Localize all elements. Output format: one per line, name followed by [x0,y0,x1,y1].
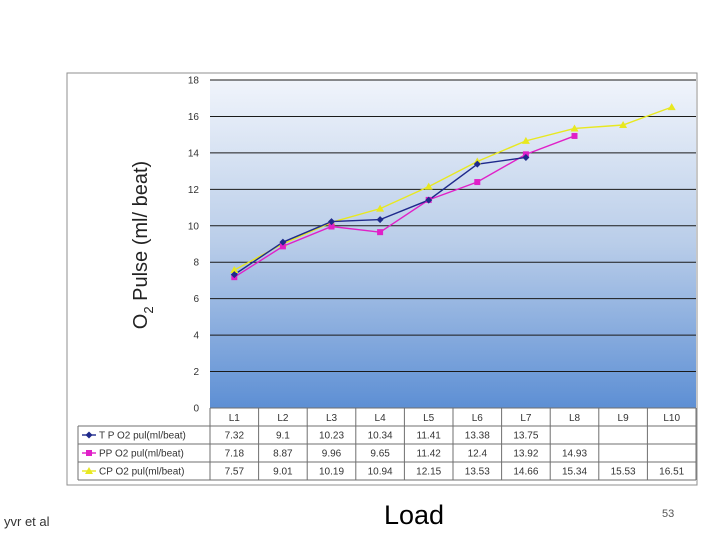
author-credit: yvr et al [4,514,50,529]
legend-entry: PP O2 pul(ml/beat) [99,449,184,460]
y-tick-label: 18 [188,76,200,87]
data-point-s0-L2 [279,238,287,246]
data-point-s2-L9 [619,121,628,129]
x-category-label: L5 [423,413,435,424]
x-category-label: L10 [663,413,680,424]
data-label: 14.66 [513,467,538,478]
data-label: 8.87 [273,449,293,460]
y-tick-label: 2 [193,367,199,378]
data-point-s1-L3 [328,223,335,230]
data-label: 13.38 [465,431,490,442]
data-point-s1-L6 [474,179,481,186]
x-category-label: L6 [472,413,484,424]
data-label: 14.93 [562,449,587,460]
data-label: 9.01 [273,467,293,478]
y-tick-label: 16 [188,112,200,123]
y-tick-label: 6 [193,294,199,305]
x-category-label: L2 [277,413,289,424]
data-point-s0-L7 [522,153,530,161]
data-point-s2-L5 [424,182,433,190]
page-number: 53 [662,508,675,520]
data-point-s1-L2 [279,243,286,250]
data-point-s0-L4 [376,216,384,224]
data-label: 11.41 [417,431,442,442]
legend-key-marker-1 [86,450,92,456]
gridlines [210,79,696,373]
legend-key-marker-0 [85,431,93,439]
y-axis-title-rest: Pulse (ml/ beat) [130,161,152,307]
data-point-s0-L1 [230,271,238,279]
data-label: 15.53 [611,467,636,478]
data-label: 12.4 [468,449,488,460]
legend-entry: T P O2 pul(ml/beat) [99,431,186,442]
legend-entry: CP O2 pul(ml/beat) [99,467,184,478]
y-tick-labels: 0 2 4 6 8 10 12 14 16 18 [188,76,200,415]
data-label: 9.65 [370,449,390,460]
data-point-s2-L1 [230,266,239,274]
y-tick-label: 8 [193,258,199,269]
y-tick-label: 10 [188,221,200,232]
y-axis-title-main: O [130,314,152,330]
data-label: 15.34 [562,467,587,478]
y-tick-label: 14 [188,148,200,159]
data-point-s2-L7 [521,136,530,144]
data-label: 16.51 [659,467,684,478]
data-point-s2-L10 [667,103,676,111]
data-label: 9.96 [322,449,342,460]
data-label: 13.75 [513,431,538,442]
data-point-s0-L5 [425,196,433,204]
series-markers [230,103,676,281]
data-label: 11.42 [417,449,442,460]
data-label: 10.34 [368,431,393,442]
data-label: 7.57 [225,467,245,478]
y-tick-label: 0 [193,404,199,415]
data-point-s2-L8 [570,124,579,132]
data-label: 9.1 [276,431,290,442]
x-category-label: L7 [520,413,532,424]
data-point-s0-L6 [473,160,481,168]
x-category-label: L1 [229,413,241,424]
x-category-label: L8 [569,413,581,424]
data-label: 10.19 [319,467,344,478]
data-point-s2-L4 [376,204,385,212]
data-label: 10.23 [319,431,344,442]
x-category-label: L4 [375,413,387,424]
data-label: 12.15 [416,467,441,478]
data-point-s0-L3 [328,218,335,226]
data-label: 7.32 [225,431,245,442]
x-axis-title: Load [384,500,445,530]
data-label: 7.18 [225,449,245,460]
data-point-s1-L4 [377,229,384,236]
data-label: 13.92 [513,449,538,460]
legend-key-marker-2 [85,467,93,474]
x-category-label: L3 [326,413,338,424]
y-axis-title: O2 Pulse (ml/ beat) [130,161,156,329]
data-table: L1 L2 L3 L4 L5 L6 L7 L8 L9 L10 T P O2 pul(ml/beat)… [77,407,697,481]
data-label: 10.94 [368,467,393,478]
y-tick-label: 12 [188,185,200,196]
y-axis-title-subscript: 2 [141,306,156,313]
x-category-label: L9 [618,413,630,424]
series-line-2 [233,106,672,271]
y-tick-label: 4 [193,331,199,342]
data-label: 13.53 [465,467,490,478]
plot-area [210,80,696,408]
data-point-s1-L8 [571,132,578,139]
